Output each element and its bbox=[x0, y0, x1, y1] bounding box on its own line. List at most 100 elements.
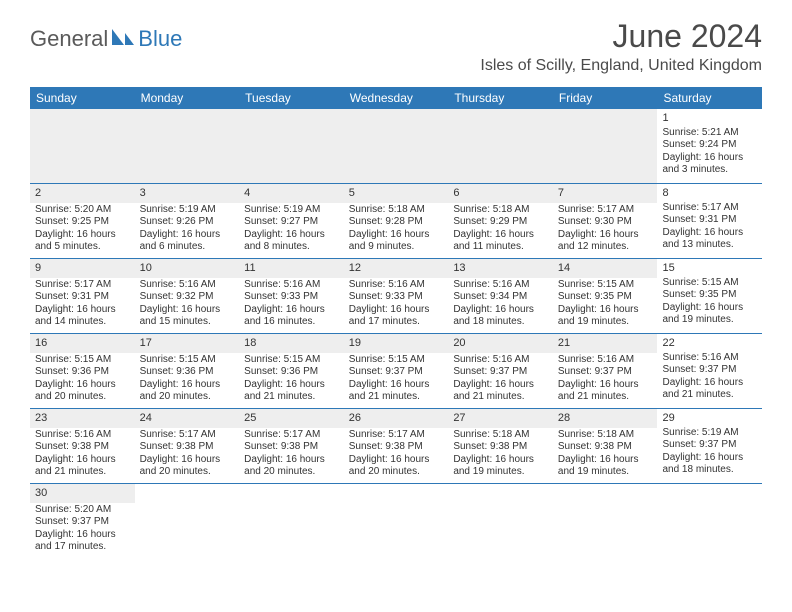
day-cell-empty bbox=[239, 484, 344, 558]
logo: General Blue bbox=[30, 26, 182, 52]
day-cell: 18Sunrise: 5:15 AMSunset: 9:36 PMDayligh… bbox=[239, 334, 344, 408]
day-number: 5 bbox=[344, 184, 449, 203]
day-cell-empty bbox=[553, 109, 658, 183]
day-daylight1: Daylight: 16 hours bbox=[35, 229, 130, 242]
day-sunset: Sunset: 9:38 PM bbox=[558, 441, 653, 454]
day-daylight2: and 20 minutes. bbox=[349, 466, 444, 479]
day-sunrise: Sunrise: 5:16 AM bbox=[662, 352, 757, 365]
day-cell: 13Sunrise: 5:16 AMSunset: 9:34 PMDayligh… bbox=[448, 259, 553, 333]
day-cell: 3Sunrise: 5:19 AMSunset: 9:26 PMDaylight… bbox=[135, 184, 240, 258]
day-daylight1: Daylight: 16 hours bbox=[140, 379, 235, 392]
day-number: 25 bbox=[239, 409, 344, 428]
day-sunset: Sunset: 9:24 PM bbox=[662, 139, 757, 152]
day-daylight2: and 3 minutes. bbox=[662, 164, 757, 177]
day-cell: 30Sunrise: 5:20 AMSunset: 9:37 PMDayligh… bbox=[30, 484, 135, 558]
day-daylight2: and 21 minutes. bbox=[244, 391, 339, 404]
day-cell: 20Sunrise: 5:16 AMSunset: 9:37 PMDayligh… bbox=[448, 334, 553, 408]
day-daylight2: and 9 minutes. bbox=[349, 241, 444, 254]
day-daylight1: Daylight: 16 hours bbox=[662, 452, 757, 465]
day-number: 12 bbox=[344, 259, 449, 278]
day-cell: 22Sunrise: 5:16 AMSunset: 9:37 PMDayligh… bbox=[657, 334, 762, 408]
day-cell: 27Sunrise: 5:18 AMSunset: 9:38 PMDayligh… bbox=[448, 409, 553, 483]
day-daylight2: and 20 minutes. bbox=[140, 391, 235, 404]
day-sunrise: Sunrise: 5:17 AM bbox=[244, 429, 339, 442]
day-cell-empty bbox=[135, 484, 240, 558]
day-cell: 28Sunrise: 5:18 AMSunset: 9:38 PMDayligh… bbox=[553, 409, 658, 483]
day-daylight2: and 12 minutes. bbox=[558, 241, 653, 254]
day-cell-empty bbox=[239, 109, 344, 183]
day-number: 28 bbox=[553, 409, 658, 428]
week-row: 23Sunrise: 5:16 AMSunset: 9:38 PMDayligh… bbox=[30, 409, 762, 484]
day-cell: 2Sunrise: 5:20 AMSunset: 9:25 PMDaylight… bbox=[30, 184, 135, 258]
day-number: 21 bbox=[553, 334, 658, 353]
day-cell: 4Sunrise: 5:19 AMSunset: 9:27 PMDaylight… bbox=[239, 184, 344, 258]
day-header-row: SundayMondayTuesdayWednesdayThursdayFrid… bbox=[30, 87, 762, 109]
day-sunrise: Sunrise: 5:16 AM bbox=[244, 279, 339, 292]
day-sunrise: Sunrise: 5:18 AM bbox=[349, 204, 444, 217]
day-sunset: Sunset: 9:31 PM bbox=[35, 291, 130, 304]
day-number: 9 bbox=[30, 259, 135, 278]
day-cell: 19Sunrise: 5:15 AMSunset: 9:37 PMDayligh… bbox=[344, 334, 449, 408]
day-daylight1: Daylight: 16 hours bbox=[453, 454, 548, 467]
day-sunset: Sunset: 9:26 PM bbox=[140, 216, 235, 229]
week-row: 2Sunrise: 5:20 AMSunset: 9:25 PMDaylight… bbox=[30, 184, 762, 259]
day-daylight2: and 16 minutes. bbox=[244, 316, 339, 329]
day-sunrise: Sunrise: 5:16 AM bbox=[35, 429, 130, 442]
day-cell-empty bbox=[344, 484, 449, 558]
day-daylight2: and 19 minutes. bbox=[558, 316, 653, 329]
day-cell: 12Sunrise: 5:16 AMSunset: 9:33 PMDayligh… bbox=[344, 259, 449, 333]
day-daylight1: Daylight: 16 hours bbox=[558, 229, 653, 242]
day-daylight1: Daylight: 16 hours bbox=[453, 304, 548, 317]
day-daylight1: Daylight: 16 hours bbox=[140, 229, 235, 242]
day-number: 2 bbox=[30, 184, 135, 203]
logo-sail-icon bbox=[110, 27, 136, 52]
day-daylight1: Daylight: 16 hours bbox=[453, 379, 548, 392]
day-sunrise: Sunrise: 5:17 AM bbox=[140, 429, 235, 442]
day-number: 20 bbox=[448, 334, 553, 353]
day-daylight2: and 21 minutes. bbox=[453, 391, 548, 404]
day-cell: 25Sunrise: 5:17 AMSunset: 9:38 PMDayligh… bbox=[239, 409, 344, 483]
day-daylight2: and 21 minutes. bbox=[558, 391, 653, 404]
day-daylight2: and 18 minutes. bbox=[662, 464, 757, 477]
day-sunset: Sunset: 9:36 PM bbox=[35, 366, 130, 379]
day-cell: 8Sunrise: 5:17 AMSunset: 9:31 PMDaylight… bbox=[657, 184, 762, 258]
day-sunrise: Sunrise: 5:17 AM bbox=[349, 429, 444, 442]
day-cell: 1Sunrise: 5:21 AMSunset: 9:24 PMDaylight… bbox=[657, 109, 762, 183]
day-daylight2: and 21 minutes. bbox=[349, 391, 444, 404]
day-sunset: Sunset: 9:38 PM bbox=[244, 441, 339, 454]
day-sunrise: Sunrise: 5:16 AM bbox=[453, 354, 548, 367]
day-daylight1: Daylight: 16 hours bbox=[244, 454, 339, 467]
day-daylight1: Daylight: 16 hours bbox=[558, 379, 653, 392]
week-row: 1Sunrise: 5:21 AMSunset: 9:24 PMDaylight… bbox=[30, 109, 762, 184]
day-cell-empty bbox=[448, 109, 553, 183]
calendar-grid: SundayMondayTuesdayWednesdayThursdayFrid… bbox=[30, 87, 762, 558]
day-daylight2: and 21 minutes. bbox=[35, 466, 130, 479]
week-row: 9Sunrise: 5:17 AMSunset: 9:31 PMDaylight… bbox=[30, 259, 762, 334]
week-row: 30Sunrise: 5:20 AMSunset: 9:37 PMDayligh… bbox=[30, 484, 762, 558]
day-sunrise: Sunrise: 5:15 AM bbox=[662, 277, 757, 290]
day-number: 15 bbox=[662, 262, 757, 276]
day-sunset: Sunset: 9:34 PM bbox=[453, 291, 548, 304]
day-header-saturday: Saturday bbox=[657, 87, 762, 109]
day-cell-empty bbox=[448, 484, 553, 558]
day-number: 16 bbox=[30, 334, 135, 353]
day-number: 26 bbox=[344, 409, 449, 428]
day-number: 6 bbox=[448, 184, 553, 203]
day-daylight1: Daylight: 16 hours bbox=[453, 229, 548, 242]
day-number: 27 bbox=[448, 409, 553, 428]
day-daylight2: and 11 minutes. bbox=[453, 241, 548, 254]
day-daylight1: Daylight: 16 hours bbox=[35, 529, 130, 542]
logo-text-blue: Blue bbox=[138, 26, 182, 52]
day-number: 3 bbox=[135, 184, 240, 203]
day-sunrise: Sunrise: 5:17 AM bbox=[558, 204, 653, 217]
day-sunrise: Sunrise: 5:15 AM bbox=[558, 279, 653, 292]
day-sunset: Sunset: 9:37 PM bbox=[453, 366, 548, 379]
day-number: 17 bbox=[135, 334, 240, 353]
day-sunset: Sunset: 9:38 PM bbox=[349, 441, 444, 454]
day-sunset: Sunset: 9:38 PM bbox=[453, 441, 548, 454]
day-sunrise: Sunrise: 5:20 AM bbox=[35, 504, 130, 517]
day-number: 30 bbox=[30, 484, 135, 503]
day-sunset: Sunset: 9:35 PM bbox=[558, 291, 653, 304]
day-cell-empty bbox=[30, 109, 135, 183]
day-cell-empty bbox=[344, 109, 449, 183]
